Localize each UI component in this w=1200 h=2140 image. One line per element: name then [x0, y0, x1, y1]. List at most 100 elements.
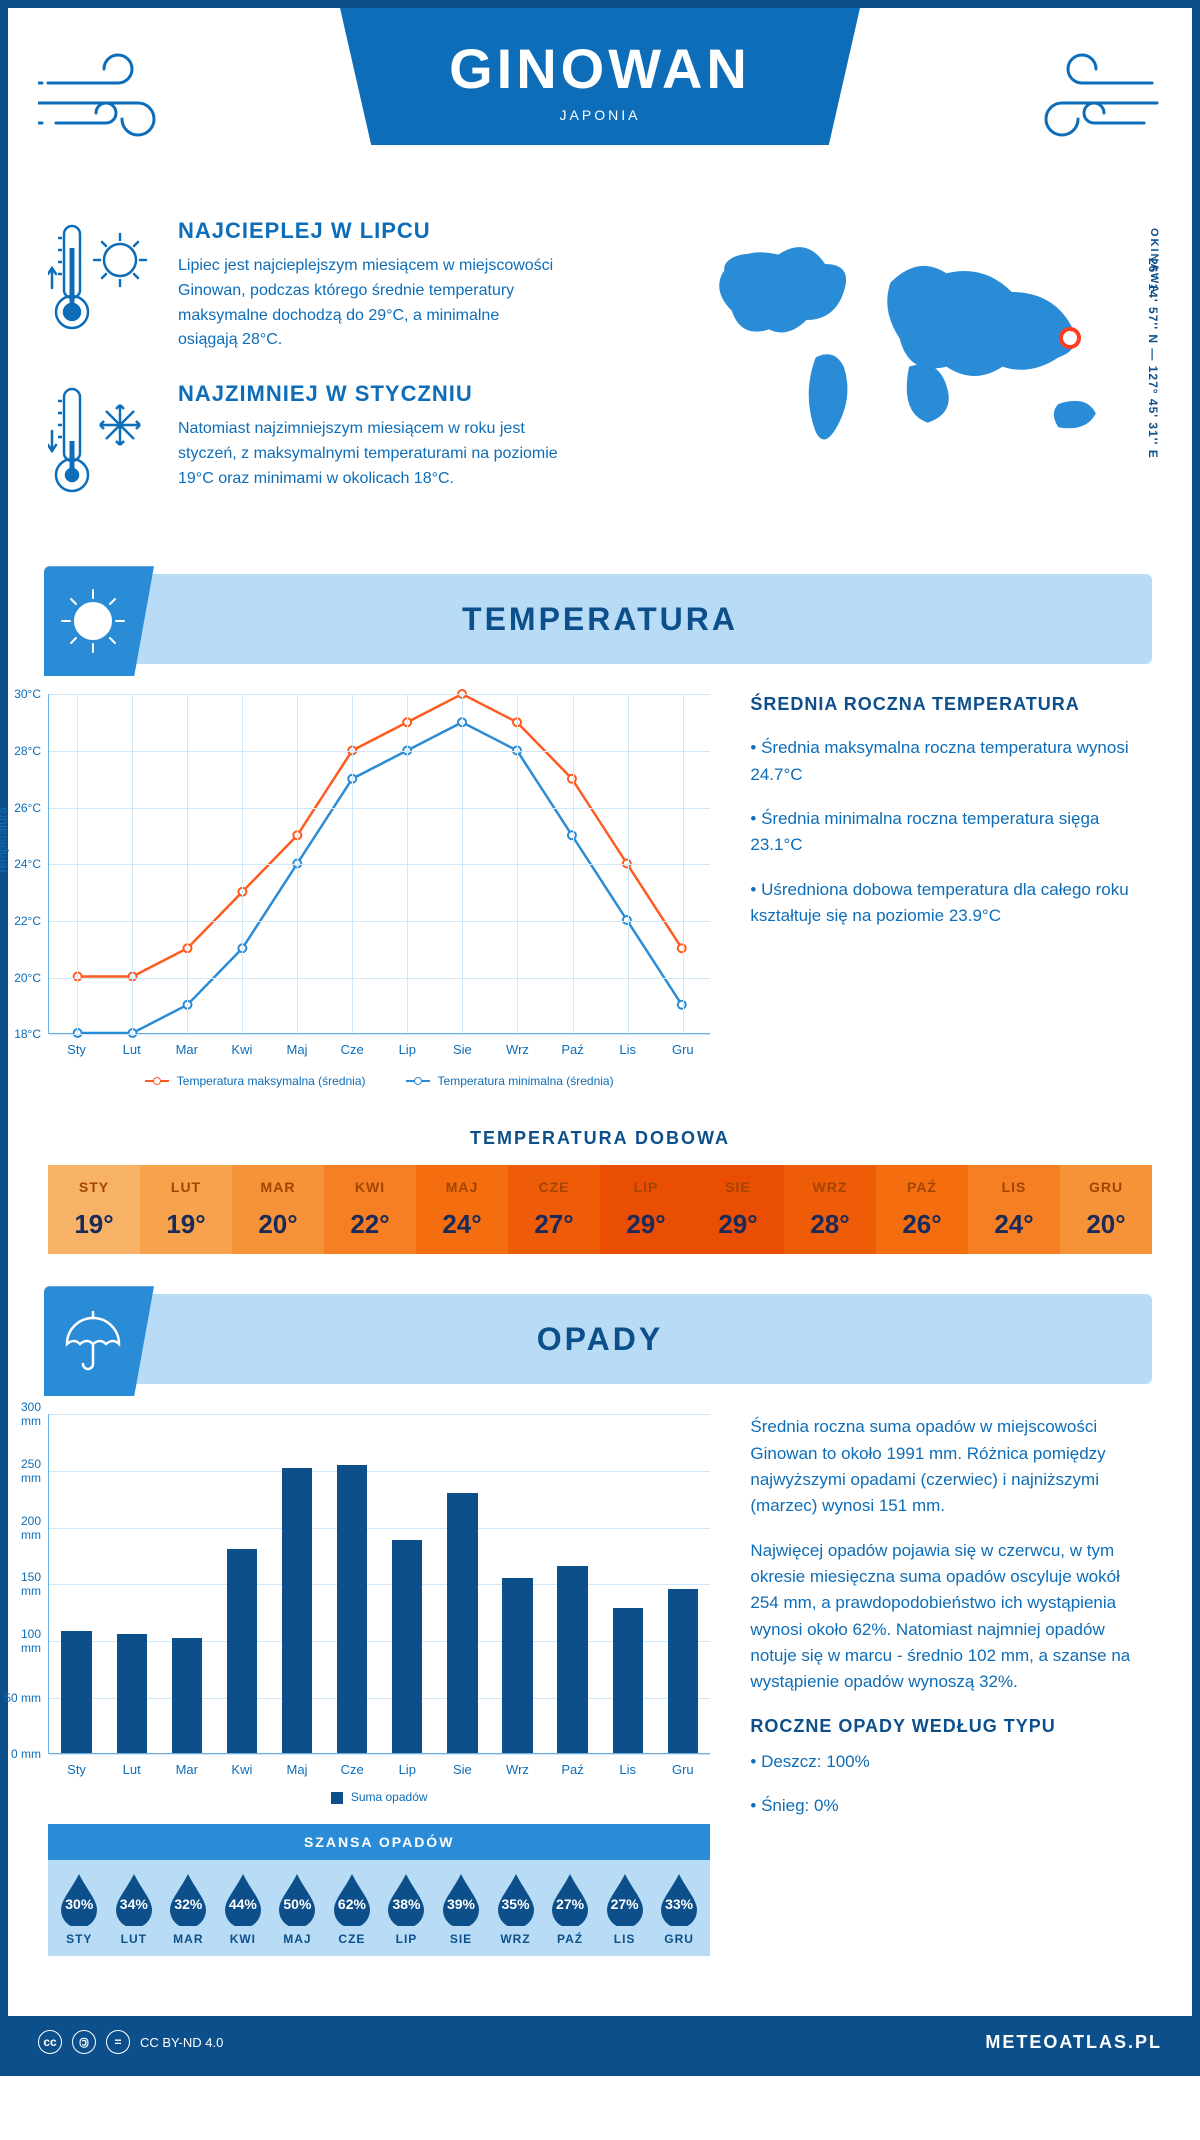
ytick-label: 150 mm: [0, 1570, 41, 1598]
precip-bar: [392, 1540, 422, 1753]
chance-cell: 62%CZE: [325, 1872, 380, 1946]
ytick-label: 300 mm: [0, 1400, 41, 1428]
intro-section: NAJCIEPLEJ W LIPCU Lipiec jest najcieple…: [8, 188, 1192, 554]
xtick-label: Lut: [123, 1042, 141, 1057]
ytick-label: 200 mm: [0, 1514, 41, 1542]
precip-bar: [557, 1566, 587, 1753]
warmest-title: NAJCIEPLEJ W LIPCU: [178, 218, 558, 244]
xtick-label: Lis: [619, 1762, 636, 1777]
chance-month: STY: [52, 1932, 107, 1946]
thermometer-snow-icon: [48, 381, 158, 506]
chance-month: PAŹ: [543, 1932, 598, 1946]
precipitation-chance-table: SZANSA OPADÓW 30%STY34%LUT32%MAR44%KWI50…: [48, 1824, 710, 1956]
daily-temp-value: 28°: [784, 1209, 876, 1240]
temp-facts-title: ŚREDNIA ROCZNA TEMPERATURA: [750, 694, 1152, 715]
daily-temp-month: LIS: [968, 1179, 1060, 1195]
sun-icon: [44, 566, 154, 676]
chance-value: 50%: [275, 1872, 319, 1926]
daily-temp-cell: SIE29°: [692, 1165, 784, 1254]
daily-temp-month: SIE: [692, 1179, 784, 1195]
xtick-label: Lip: [399, 1042, 416, 1057]
ytick-label: 30°C: [0, 687, 41, 701]
xtick-label: Sty: [67, 1042, 86, 1057]
daily-temp-value: 19°: [48, 1209, 140, 1240]
ytick-label: 28°C: [0, 744, 41, 758]
xtick-label: Mar: [176, 1762, 198, 1777]
daily-temp-month: CZE: [508, 1179, 600, 1195]
chance-month: LIS: [597, 1932, 652, 1946]
chance-month: LUT: [107, 1932, 162, 1946]
daily-temp-value: 29°: [600, 1209, 692, 1240]
xtick-label: Maj: [287, 1042, 308, 1057]
daily-temp-value: 24°: [416, 1209, 508, 1240]
xtick-label: Lis: [619, 1042, 636, 1057]
daily-temp-cell: STY19°: [48, 1165, 140, 1254]
xtick-label: Mar: [176, 1042, 198, 1057]
xtick-label: Cze: [341, 1042, 364, 1057]
precip-bar: [282, 1468, 312, 1754]
ytick-label: 26°C: [0, 801, 41, 815]
world-map-icon: [685, 218, 1152, 478]
thermometer-sun-icon: [48, 218, 158, 353]
page-title: GINOWAN: [360, 36, 840, 101]
raindrop-icon: 27%: [548, 1872, 592, 1926]
chance-cell: 34% LUT: [107, 1872, 162, 1946]
precip-bar: [61, 1631, 91, 1753]
xtick-label: Maj: [287, 1762, 308, 1777]
precipitation-facts: Średnia roczna suma opadów w miejscowośc…: [750, 1414, 1152, 1976]
temperature-title: TEMPERATURA: [462, 601, 738, 638]
xtick-label: Lip: [399, 1762, 416, 1777]
chance-value: 33%: [657, 1872, 701, 1926]
xtick-label: Wrz: [506, 1042, 529, 1057]
xtick-label: Paź: [561, 1762, 583, 1777]
chance-value: 27%: [548, 1872, 592, 1926]
xtick-label: Cze: [341, 1762, 364, 1777]
xtick-label: Sie: [453, 1762, 472, 1777]
precip-chart-legend: Suma opadów: [48, 1790, 710, 1804]
daily-temp-cell: LUT19°: [140, 1165, 232, 1254]
daily-temp-value: 19°: [140, 1209, 232, 1240]
precip-bar: [502, 1578, 532, 1754]
daily-temp-value: 22°: [324, 1209, 416, 1240]
raindrop-icon: 30%: [57, 1872, 101, 1926]
daily-temp-cell: KWI22°: [324, 1165, 416, 1254]
chance-value: 30%: [57, 1872, 101, 1926]
temperature-facts: ŚREDNIA ROCZNA TEMPERATURA • Średnia mak…: [750, 694, 1152, 1088]
daily-temp-value: 20°: [232, 1209, 324, 1240]
xtick-label: Paź: [561, 1042, 583, 1057]
chance-month: SIE: [434, 1932, 489, 1946]
precip-type-title: ROCZNE OPADY WEDŁUG TYPU: [750, 1716, 1152, 1737]
xtick-label: Sty: [67, 1762, 86, 1777]
umbrella-icon: [44, 1286, 154, 1396]
temp-fact-item: • Średnia minimalna roczna temperatura s…: [750, 806, 1152, 859]
daily-temp-cell: PAŹ26°: [876, 1165, 968, 1254]
raindrop-icon: 27%: [603, 1872, 647, 1926]
chance-cell: 38%LIP: [379, 1872, 434, 1946]
chance-month: MAJ: [270, 1932, 325, 1946]
page: GINOWAN JAPONIA: [0, 0, 1200, 2076]
chance-value: 38%: [384, 1872, 428, 1926]
temp-chart-legend: Temperatura maksymalna (średnia) Tempera…: [48, 1074, 710, 1088]
temperature-section-header: TEMPERATURA: [48, 574, 1152, 664]
daily-temp-month: GRU: [1060, 1179, 1152, 1195]
legend-max-label: Temperatura maksymalna (średnia): [177, 1074, 366, 1088]
precip-fact-paragraph: Najwięcej opadów pojawia się w czerwcu, …: [750, 1538, 1152, 1696]
xtick-label: Sie: [453, 1042, 472, 1057]
chance-month: CZE: [325, 1932, 380, 1946]
warmest-text: Lipiec jest najcieplejszym miesiącem w m…: [178, 254, 558, 353]
coldest-block: NAJZIMNIEJ W STYCZNIU Natomiast najzimni…: [48, 381, 655, 506]
daily-temp-month: MAJ: [416, 1179, 508, 1195]
chance-value: 39%: [439, 1872, 483, 1926]
chance-cell: 32%MAR: [161, 1872, 216, 1946]
precip-fact-paragraph: Średnia roczna suma opadów w miejscowośc…: [750, 1414, 1152, 1519]
chance-month: MAR: [161, 1932, 216, 1946]
chance-value: 34%: [112, 1872, 156, 1926]
license-info: cc 🄯 = CC BY-ND 4.0: [38, 2030, 223, 2054]
xtick-label: Gru: [672, 1762, 694, 1777]
precip-bar: [668, 1589, 698, 1753]
chance-cell: 39% SIE: [434, 1872, 489, 1946]
daily-temp-month: WRZ: [784, 1179, 876, 1195]
precip-bar: [447, 1493, 477, 1754]
chance-value: 35%: [494, 1872, 538, 1926]
xtick-label: Gru: [672, 1042, 694, 1057]
